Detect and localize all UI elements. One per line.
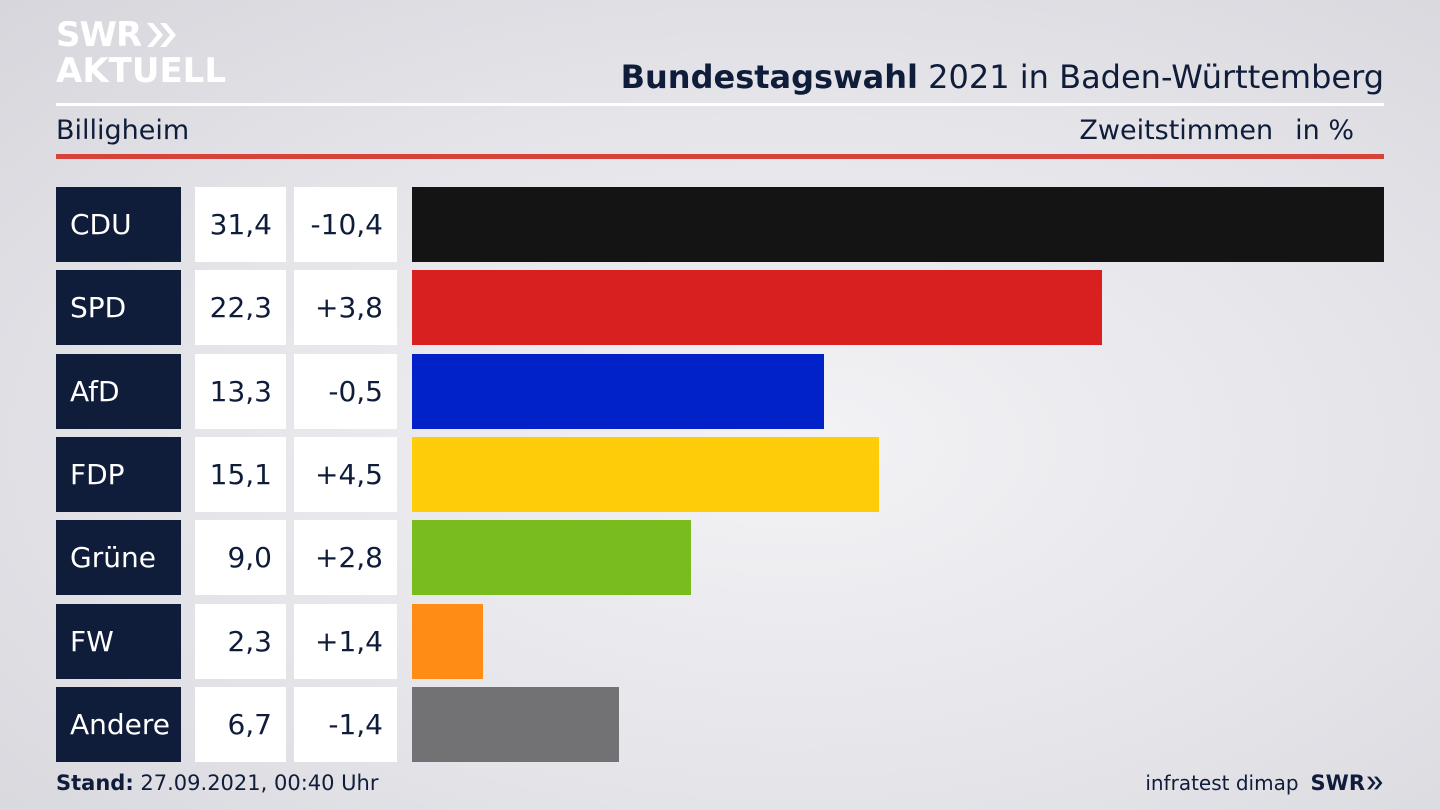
party-label: Andere [56,686,181,762]
bar-row: Grüne 9,0 +2,8 [56,520,1384,596]
source-label: infratest dimap [1145,771,1299,795]
party-label: FW [56,603,181,679]
swr-brand-text: SWR [1310,771,1365,795]
swr-aktuell-logo: SWR AKTUELL [56,18,226,88]
change-label: +3,8 [294,270,397,346]
change-label: -0,5 [294,353,397,429]
stand-value: 27.09.2021, 00:40 Uhr [133,771,379,795]
bar [412,187,1384,262]
change-label: -1,4 [294,686,397,762]
double-chevron-icon [147,23,177,47]
change-label: +2,8 [294,520,397,596]
bar-row: Andere 6,7 -1,4 [56,686,1384,762]
bar-row: SPD 22,3 +3,8 [56,270,1384,346]
party-label: SPD [56,270,181,346]
logo-line1: SWR [56,15,142,55]
swr-brand: SWR [1311,771,1384,795]
title-rest: 2021 in Baden-Württemberg [917,58,1384,96]
vote-share-label: 15,1 [195,436,286,512]
bar [412,270,1102,346]
party-label: Grüne [56,520,181,596]
vote-share-label: 31,4 [195,187,286,262]
title-bold: Bundestagswahl [620,58,918,96]
party-label: AfD [56,353,181,429]
red-divider [56,154,1384,159]
source-credit: infratest dimap SWR [1145,771,1384,795]
header-divider [56,103,1384,106]
bar-row: FDP 15,1 +4,5 [56,436,1384,512]
vote-share-label: 9,0 [195,520,286,596]
bar [412,353,824,429]
logo-line2: AKTUELL [56,51,227,91]
vote-share-label: 6,7 [195,686,286,762]
bar [412,686,619,762]
timestamp: Stand: 27.09.2021, 00:40 Uhr [56,771,379,795]
vote-share-label: 22,3 [195,270,286,346]
party-label: FDP [56,436,181,512]
change-label: -10,4 [294,187,397,262]
bar-row: FW 2,3 +1,4 [56,603,1384,679]
vote-share-label: 2,3 [195,603,286,679]
bar [412,520,691,596]
metric-unit: in % [1295,115,1354,146]
metric-name: Zweitstimmen [1079,115,1274,146]
bar-row: AfD 13,3 -0,5 [56,353,1384,429]
region-label: Billigheim [56,115,190,146]
stand-label: Stand: [56,771,134,795]
metric-label: Zweitstimmen in % [1079,115,1354,146]
bar [412,603,483,679]
chart-title: Bundestagswahl 2021 in Baden-Württemberg [621,58,1384,96]
change-label: +1,4 [294,603,397,679]
bar [412,436,879,512]
double-chevron-icon [1367,776,1383,790]
bar-row: CDU 31,4 -10,4 [56,187,1384,262]
party-label: CDU [56,187,181,262]
change-label: +4,5 [294,436,397,512]
vote-share-label: 13,3 [195,353,286,429]
